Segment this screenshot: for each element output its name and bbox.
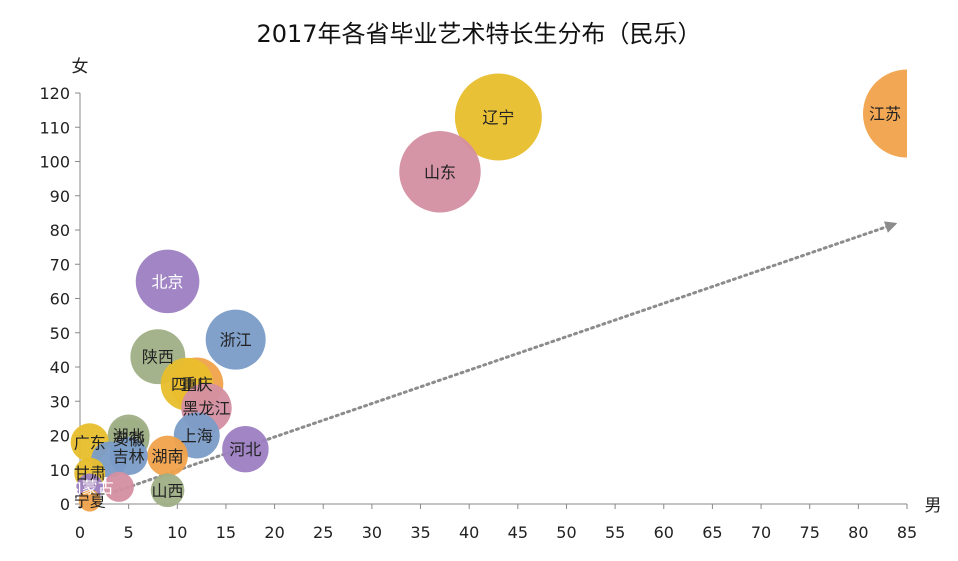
y-tick-label: 10 — [50, 461, 70, 480]
bubble-label: 吉林 — [113, 447, 145, 466]
bubble-label: 湖北 — [113, 427, 145, 446]
bubble-label: 浙江 — [220, 331, 252, 350]
x-tick-label: 65 — [702, 523, 722, 542]
x-tick-label: 50 — [556, 523, 576, 542]
x-tick-label: 30 — [362, 523, 382, 542]
x-tick-label: 70 — [751, 523, 771, 542]
axes: 0 10 20 30 40 50 60 70 80 90 100 110 120 0 5 10 15 20 25 30… — [39, 84, 917, 542]
bubble-label: 辽宁 — [482, 108, 514, 127]
y-tick-label: 120 — [39, 84, 70, 103]
x-tick-label: 20 — [264, 523, 284, 542]
y-tick-label: 30 — [50, 392, 70, 411]
bubble-label: 内蒙古 — [66, 478, 114, 497]
bubbles — [70, 69, 907, 512]
x-tick-label: 55 — [605, 523, 625, 542]
x-tick-label: 85 — [897, 523, 917, 542]
bubble-label: 湖南 — [152, 447, 184, 466]
y-tick-label: 100 — [39, 153, 70, 172]
chart-title: 2017年各省毕业艺术特长生分布（民乐） — [256, 20, 701, 48]
bubble-label: 北京 — [152, 272, 184, 291]
bubble-label: 四川 — [171, 375, 203, 394]
bubble-label: 宁夏 — [74, 492, 106, 511]
x-tick-label: 75 — [800, 523, 820, 542]
bubble — [399, 131, 481, 213]
bubble — [454, 73, 542, 161]
trend-arrow-head — [883, 221, 898, 233]
y-axis-label: 女 — [72, 57, 89, 77]
x-tick-label: 35 — [410, 523, 430, 542]
bubble-label: 山东 — [424, 163, 456, 182]
bubble — [78, 489, 101, 512]
bubble-label: 重庆 — [181, 375, 213, 394]
y-tick-label: 50 — [50, 324, 70, 343]
x-tick-label: 60 — [654, 523, 674, 542]
bubble-label: 甘肃 — [74, 464, 106, 483]
y-tick-label: 80 — [50, 221, 70, 240]
y-tick-label: 70 — [50, 255, 70, 274]
x-tick-label: 45 — [508, 523, 528, 542]
bubble-label: 江苏 — [869, 105, 901, 124]
x-axis-label: 男 — [925, 496, 942, 516]
x-tick-label: 5 — [124, 523, 134, 542]
bubble-label: 黑龙江 — [182, 399, 230, 418]
bubble-label: 广东 — [74, 433, 106, 452]
y-tick-label: 20 — [50, 427, 70, 446]
bubble — [863, 69, 907, 158]
y-tick-label: 60 — [50, 290, 70, 309]
bubble — [147, 435, 188, 477]
y-tick-label: 110 — [39, 118, 70, 137]
bubble — [150, 473, 185, 508]
bubble — [135, 249, 200, 314]
x-tick-label: 40 — [459, 523, 479, 542]
y-tick-label: 90 — [50, 187, 70, 206]
x-tick-label: 15 — [216, 523, 236, 542]
bubble — [205, 309, 266, 370]
bubble-label: 安徽 — [113, 430, 145, 449]
bubble-label: 河北 — [229, 440, 261, 459]
x-tick-label: 25 — [313, 523, 333, 542]
bubble — [103, 471, 134, 502]
bubble-label: 陕西 — [142, 348, 174, 367]
x-tick-label: 10 — [167, 523, 187, 542]
bubble-label: 上海 — [181, 427, 213, 446]
bubble — [222, 425, 269, 473]
bubble-label: 山西 — [152, 481, 184, 500]
x-tick-label: 80 — [848, 523, 868, 542]
x-tick-label: 0 — [75, 523, 85, 542]
y-tick-label: 40 — [50, 358, 70, 377]
y-tick-label: 0 — [60, 495, 70, 514]
